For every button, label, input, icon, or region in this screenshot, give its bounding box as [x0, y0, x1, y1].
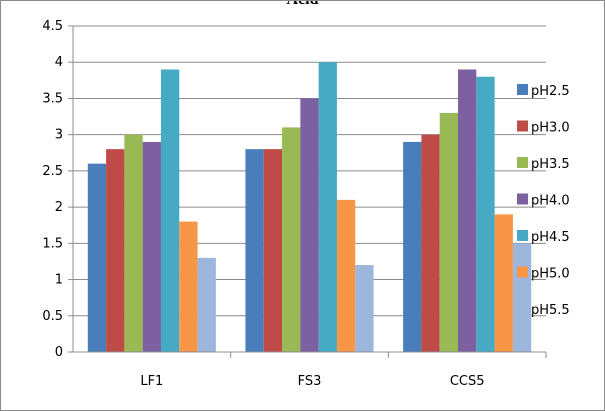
legend-swatch-pH3.0 — [517, 120, 528, 132]
y-tick-label: 4 — [55, 55, 63, 70]
y-tick-label: 0 — [55, 345, 63, 360]
bar-pH4.5-CCS5 — [476, 76, 495, 352]
bar-pH3.5-FS3 — [282, 127, 301, 352]
legend: pH2.5 pH3.0 pH3.5 pH4.0 pH4.5 pH5.0 pH5.5 — [517, 84, 570, 318]
legend-label-pH3.0: pH3.0 — [531, 121, 570, 136]
bar-pH3.5-LF1 — [124, 134, 143, 352]
bar-pH5.0-FS3 — [336, 199, 356, 352]
bar-pH2.5-FS3 — [245, 149, 264, 352]
y-tick-label: 3.5 — [42, 91, 63, 106]
bar-pH4.0-CCS5 — [458, 69, 477, 352]
y-tick-label: 4.5 — [42, 19, 63, 34]
legend-label-pH2.5: pH2.5 — [531, 84, 570, 99]
y-tick-label: 1 — [55, 273, 63, 288]
legend-swatch-pH5.5 — [517, 303, 528, 314]
x-tick-label: LF1 — [140, 374, 163, 389]
legend-label-pH5.5: pH5.5 — [531, 303, 570, 318]
y-tick-label: 3 — [55, 128, 63, 143]
y-tick-label: 2 — [55, 200, 63, 215]
y-tick-label: 2.5 — [42, 164, 63, 179]
bar-pH2.5-CCS5 — [403, 141, 422, 352]
bar-pH5.0-LF1 — [179, 221, 198, 352]
bar-pH3.0-LF1 — [106, 149, 125, 352]
legend-swatch-pH5.0 — [517, 266, 528, 278]
legend-label-pH5.0: pH5.0 — [531, 267, 570, 282]
bar-pH5.0-CCS5 — [494, 214, 513, 352]
x-tick-label: CCS5 — [450, 374, 485, 389]
bar-pH5.5-CCS5 — [512, 243, 532, 352]
bar-pH5.5-LF1 — [197, 257, 216, 352]
y-tick-label: 0.5 — [42, 309, 63, 324]
bar-pH3.5-CCS5 — [439, 112, 459, 352]
bars — [87, 62, 532, 352]
legend-label-pH4.0: pH4.0 — [531, 194, 570, 209]
legend-swatch-pH2.5 — [517, 84, 528, 95]
legend-label-pH4.5: pH4.5 — [531, 230, 570, 245]
legend-swatch-pH4.0 — [517, 193, 528, 205]
bar-pH4.5-LF1 — [160, 69, 180, 352]
bar-pH3.0-FS3 — [263, 149, 283, 352]
chart-title: Acid — [1, 1, 604, 9]
bar-pH2.5-LF1 — [87, 163, 107, 352]
y-tick-label: 1.5 — [42, 236, 63, 251]
bar-pH4.0-FS3 — [300, 98, 319, 352]
x-tick-label: FS3 — [298, 374, 322, 389]
bar-pH4.0-LF1 — [142, 141, 161, 352]
legend-swatch-pH3.5 — [517, 157, 528, 168]
legend-label-pH3.5: pH3.5 — [531, 157, 570, 172]
axes: 0 0.5 1 1.5 2 2.5 3 3.5 4 4.5 LF1 FS3 CCS5 — [42, 19, 547, 389]
legend-swatch-pH4.5 — [517, 230, 528, 241]
bar-pH5.5-FS3 — [355, 265, 374, 352]
bar-pH3.0-CCS5 — [421, 134, 440, 352]
bar-pH4.5-FS3 — [318, 62, 337, 352]
